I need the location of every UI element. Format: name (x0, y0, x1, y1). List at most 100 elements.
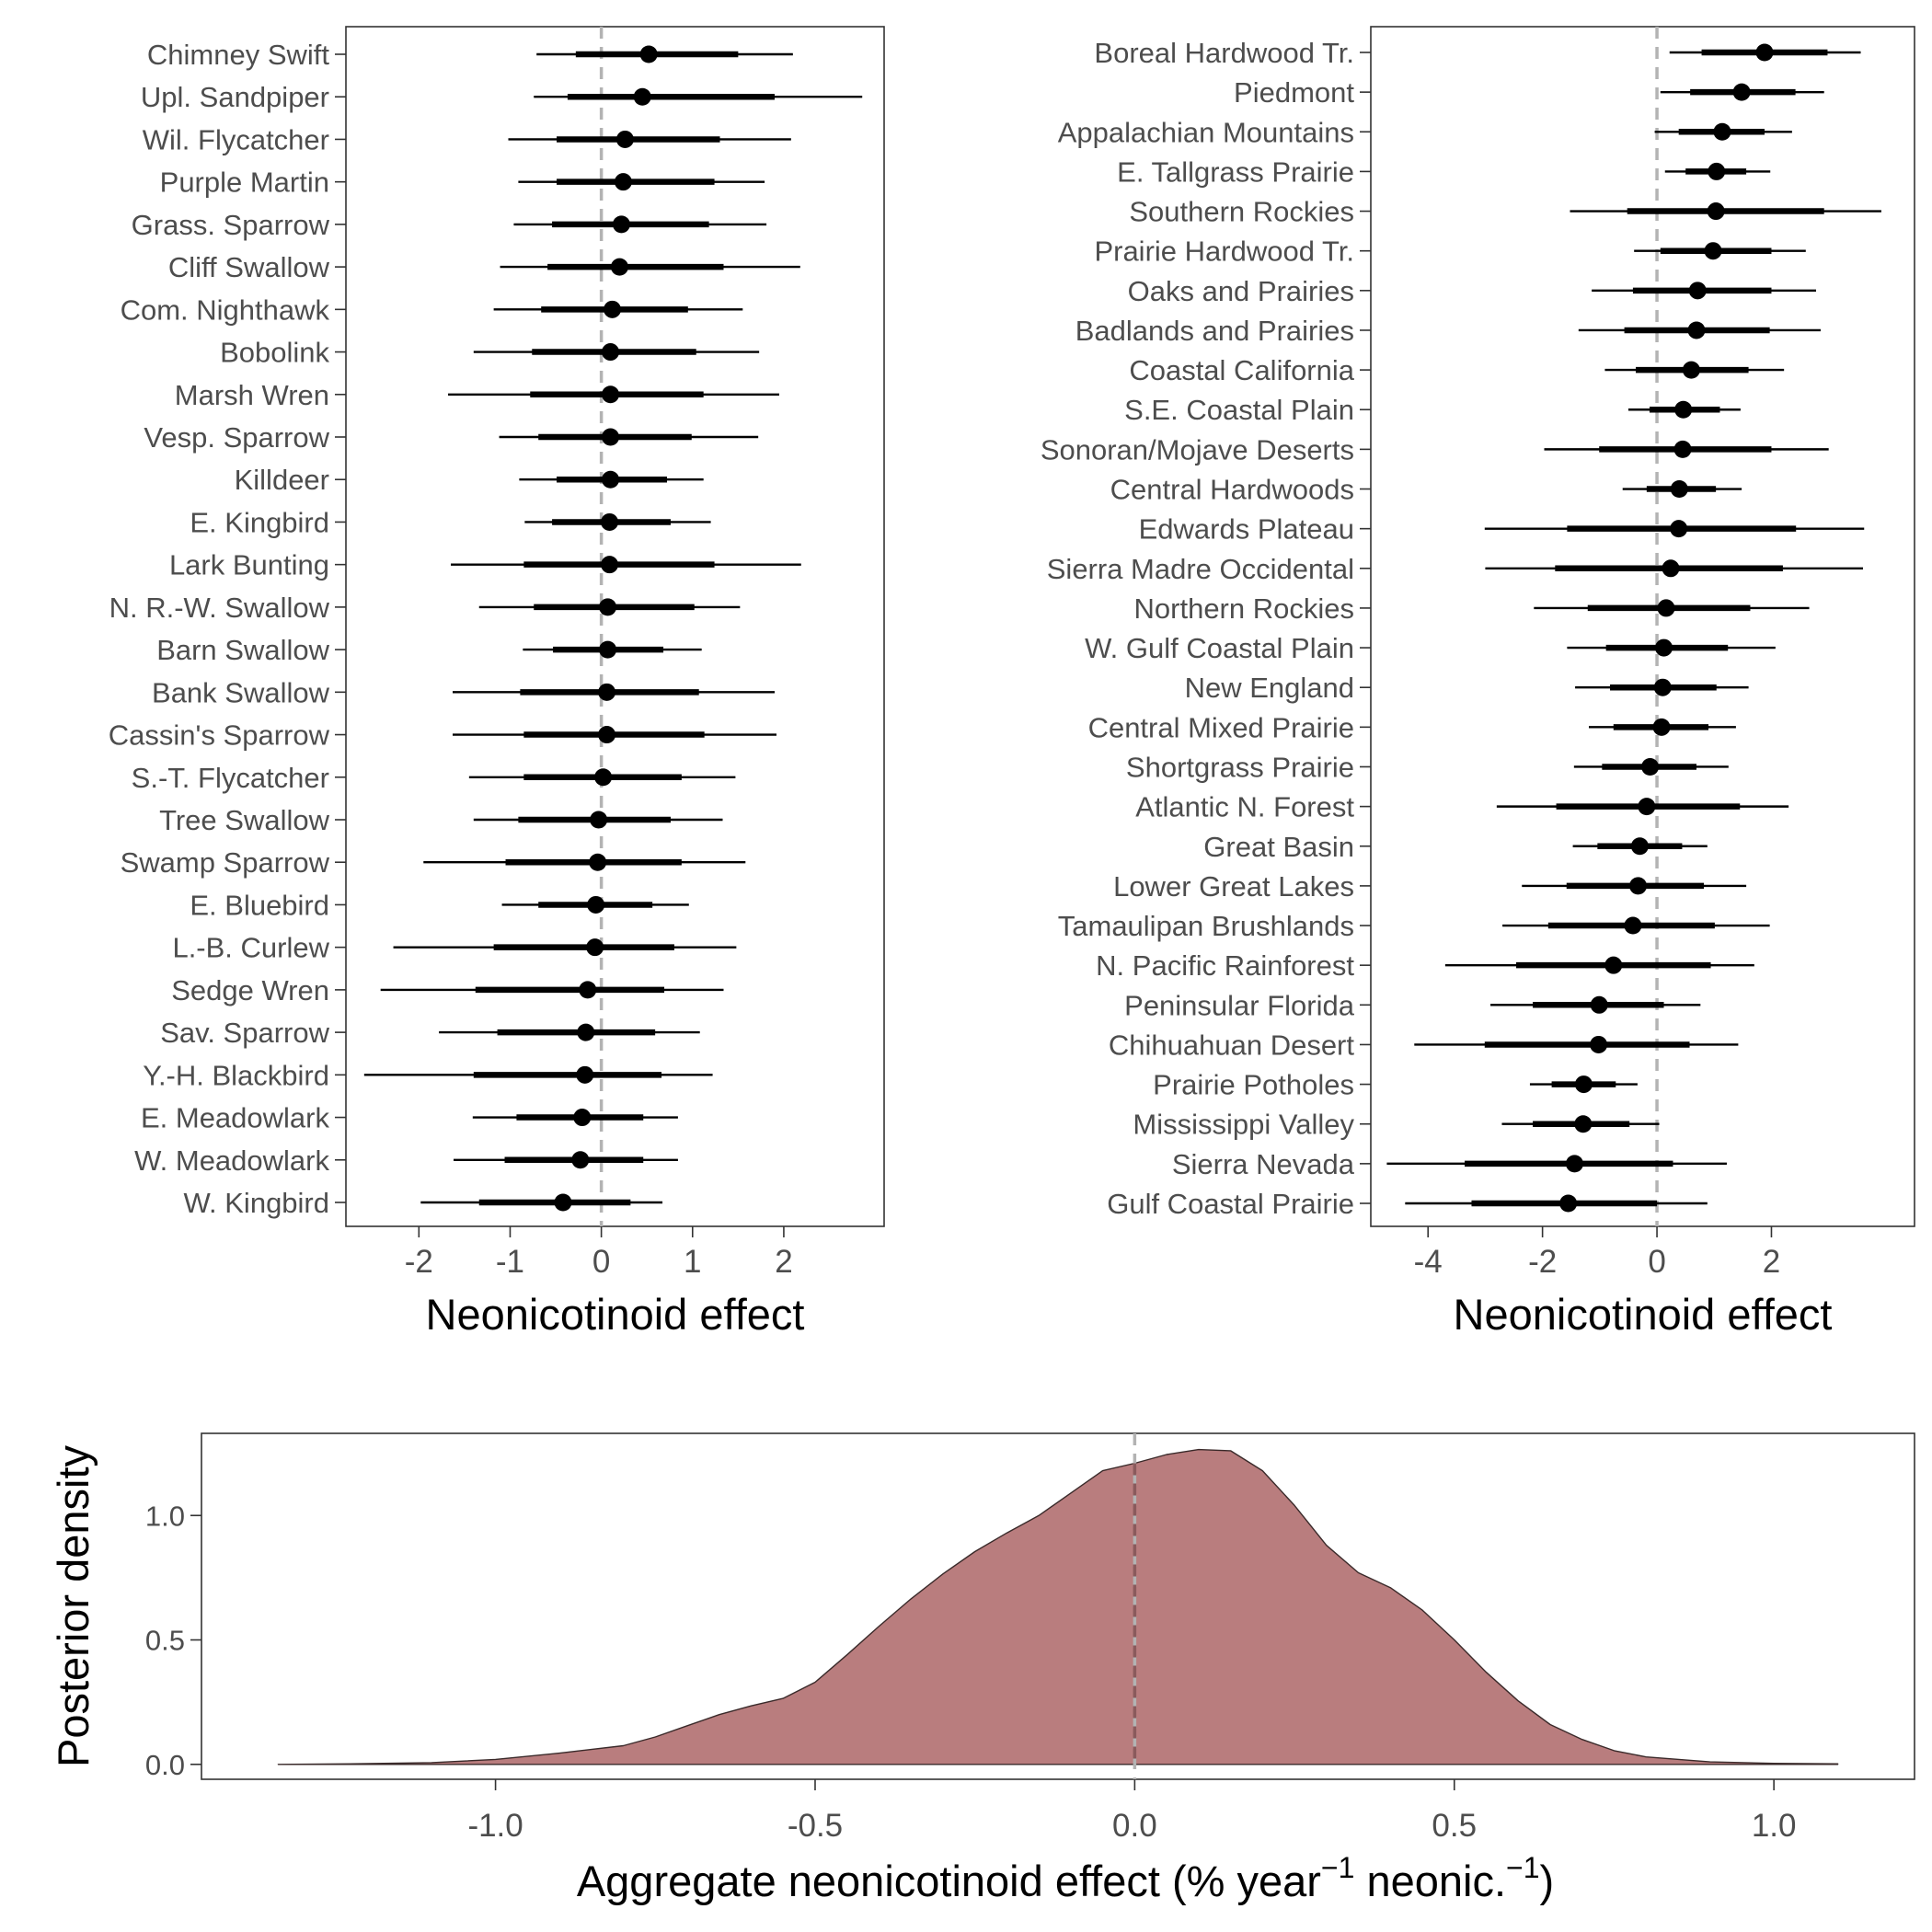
median-point (1652, 718, 1671, 736)
category-label: Lower Great Lakes (1113, 870, 1354, 903)
x-tick-label: -1 (496, 1244, 524, 1280)
median-point (1732, 83, 1751, 101)
category-label: Tree Swallow (159, 804, 330, 836)
category-label: Sierra Madre Occidental (1047, 553, 1354, 585)
median-point (1657, 599, 1675, 617)
median-point (612, 215, 630, 234)
y-tick-label: 1.0 (145, 1500, 185, 1532)
category-label: Chimney Swift (147, 39, 329, 71)
panel-border (1370, 26, 1915, 1227)
category-label: S.-T. Flycatcher (132, 762, 329, 794)
median-point (604, 300, 622, 318)
category-label: Piedmont (1234, 76, 1354, 109)
median-point (1630, 837, 1649, 856)
median-point (602, 428, 620, 446)
x-axis-title-part: −1 (1321, 1851, 1354, 1884)
aggregate-density-panel: -1.0 -0.5 0.0 0.5 1.0 0.0 0.5 1.0 Posterior dens… (49, 1432, 1915, 1905)
y-tick-label: 0.5 (145, 1625, 185, 1657)
category-label: Sonoran/Mojave Deserts (1041, 433, 1354, 466)
median-point (1707, 202, 1725, 221)
x-tick-label: 0 (592, 1244, 610, 1280)
median-point (571, 1151, 590, 1169)
category-label: S.E. Coastal Plain (1124, 394, 1354, 426)
category-label: Sierra Nevada (1172, 1148, 1355, 1180)
median-point (1624, 916, 1642, 935)
category-label: Grass. Sparrow (132, 209, 330, 241)
median-point (579, 981, 597, 999)
median-point (1590, 1035, 1608, 1053)
x-tick-label: -2 (1528, 1244, 1557, 1280)
median-point (602, 343, 620, 362)
category-label: Wil. Flycatcher (143, 123, 329, 155)
category-label: Mississippi Valley (1133, 1109, 1354, 1141)
category-label: Great Basin (1203, 831, 1354, 863)
median-point (1688, 282, 1707, 300)
median-point (602, 385, 620, 404)
regions-forest-panel: Boreal Hardwood Tr. Piedmont Appalachian M… (1041, 26, 1915, 1339)
median-point (1641, 757, 1660, 776)
category-label: N. Pacific Rainforest (1096, 949, 1354, 982)
median-point (1574, 1075, 1593, 1094)
category-label: Chihuahuan Desert (1109, 1029, 1355, 1061)
category-label: Cliff Swallow (168, 251, 330, 283)
median-point (599, 598, 617, 616)
category-label: Prairie Hardwood Tr. (1094, 236, 1354, 268)
category-label: Sav. Sparrow (160, 1017, 329, 1049)
category-label: Southern Rockies (1129, 196, 1354, 228)
category-label: Vesp. Sparrow (144, 421, 329, 454)
median-point (1708, 162, 1726, 180)
category-label: Killdeer (235, 464, 329, 496)
category-label: E. Bluebird (190, 889, 329, 921)
panel-border (345, 26, 885, 1227)
category-label: Peninsular Florida (1124, 989, 1355, 1021)
category-label: Bobolink (220, 337, 329, 369)
category-label: Sedge Wren (171, 974, 329, 1006)
category-label: Cassin's Sparrow (109, 719, 330, 752)
x-axis-title: Aggregate neonicotinoid effect (% year−1… (577, 1851, 1554, 1905)
median-point (633, 87, 651, 106)
category-label: Shortgrass Prairie (1126, 751, 1354, 783)
median-point (601, 512, 619, 531)
x-axis-title-part: Aggregate neonicotinoid effect (% year (577, 1857, 1321, 1905)
median-point (554, 1193, 572, 1212)
x-tick-label: -4 (1414, 1244, 1443, 1280)
category-label: Bank Swallow (152, 676, 330, 708)
median-point (615, 130, 634, 148)
x-tick-label: -0.5 (788, 1808, 843, 1844)
category-label: Northern Rockies (1134, 592, 1354, 625)
x-axis-title: Neonicotinoid effect (1454, 1290, 1833, 1339)
category-label: Appalachian Mountains (1058, 116, 1354, 148)
x-tick-label: 1 (684, 1244, 701, 1280)
category-label: New England (1185, 672, 1354, 704)
median-point (601, 556, 619, 574)
median-point (586, 938, 604, 957)
median-point (1662, 559, 1680, 578)
median-point (594, 768, 613, 787)
category-label: Oaks and Prairies (1128, 275, 1354, 307)
category-label: Upl. Sandpiper (141, 81, 329, 113)
category-label: Marsh Wren (175, 379, 329, 411)
x-tick-label: 1.0 (1752, 1808, 1797, 1844)
category-label: Central Hardwoods (1110, 474, 1354, 506)
category-label: Edwards Plateau (1139, 513, 1354, 546)
median-point (1670, 480, 1688, 499)
category-label: Central Mixed Prairie (1088, 711, 1354, 743)
x-axis-title: Neonicotinoid effect (426, 1290, 805, 1339)
median-point (1655, 638, 1673, 657)
median-point (614, 173, 632, 191)
y-tick-label: 0.0 (145, 1749, 185, 1781)
median-point (1559, 1194, 1578, 1213)
x-tick-label: -2 (405, 1244, 433, 1280)
median-point (1629, 877, 1648, 895)
median-point (590, 811, 608, 829)
category-label: W. Gulf Coastal Plain (1085, 632, 1354, 664)
category-label: W. Kingbird (183, 1187, 329, 1219)
category-label: Gulf Coastal Prairie (1107, 1188, 1354, 1220)
median-point (577, 1023, 595, 1041)
category-label: Prairie Potholes (1153, 1069, 1354, 1101)
species-forest-panel: Chimney Swift Upl. Sandpiper Wil. Flycatch… (109, 26, 885, 1339)
category-label: E. Kingbird (190, 506, 329, 538)
category-label: Purple Martin (160, 167, 329, 199)
category-label: Boreal Hardwood Tr. (1094, 37, 1354, 69)
